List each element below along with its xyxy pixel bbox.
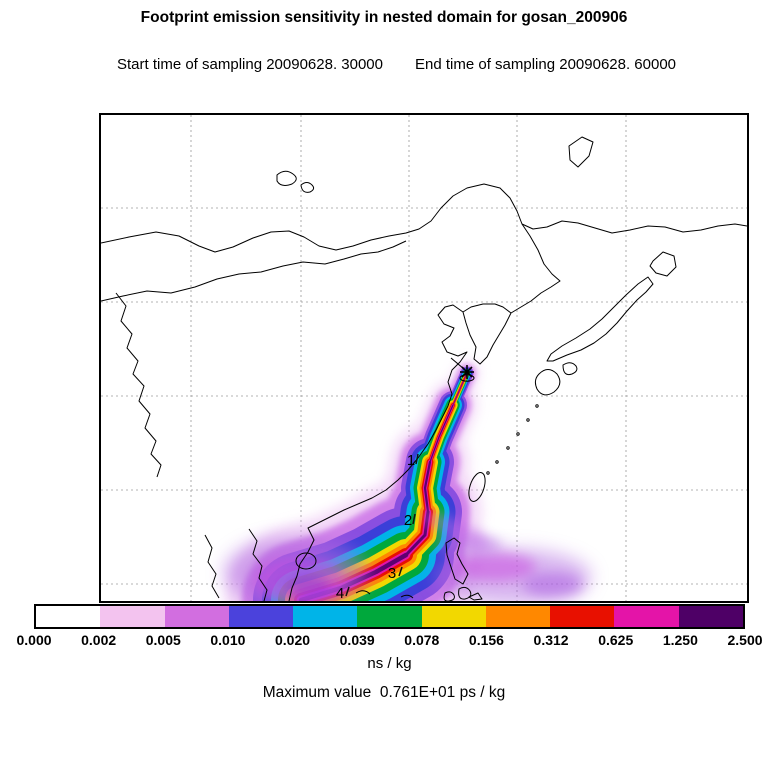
receptor-star-icon [450,357,474,379]
colorbar-tick-label: 2.500 [727,632,763,648]
colorbar-segment [36,606,101,627]
colorbar-segment [485,606,551,627]
trajectory-day-ticks [345,453,419,597]
max-value-label: Maximum value 0.761E+01 ps / kg [262,684,506,701]
colorbar-tick-label: 0.005 [145,632,181,648]
diffuse-patches [224,511,591,601]
colorbar-segment [614,606,679,627]
coastlines [101,136,747,601]
colorbar-tick-label: 0.002 [81,632,117,648]
colorbar-tick-label: 0.625 [598,632,634,648]
colorbar-segment [550,606,615,627]
colorbar-unit-label: ns / kg [367,655,412,672]
map-plot: 1 2 3 4 [101,115,747,601]
map-frame: 1 2 3 4 [99,113,749,603]
day-label-2: 2 [404,512,412,529]
sampling-end-label: End time of sampling 20090628. 60000 [415,56,677,73]
colorbar-ticks: 0.000 0.002 0.005 0.010 0.020 0.039 0.078 0.156… [16,632,762,650]
colorbar-tick-label: 0.156 [468,632,504,648]
colorbar-segments [36,606,743,627]
colorbar-tick-label: 0.039 [339,632,375,648]
colorbar-segment [357,606,422,627]
day-label-4: 4 [336,585,344,601]
colorbar-segment [293,606,358,627]
colorbar-tick-label: 1.250 [662,632,698,648]
colorbar-segment [164,606,229,627]
colorbar-segment [421,606,486,627]
day-label-1: 1 [407,452,415,469]
colorbar-segment [678,606,743,627]
colorbar-segment [100,606,165,627]
colorbar-tick-label: 0.010 [210,632,246,648]
colorbar-tick-label: 0.078 [404,632,440,648]
sampling-start-label: Start time of sampling 20090628. 30000 [116,56,383,73]
colorbar-tick-label: 0.020 [275,632,311,648]
colorbar-tick-label: 0.000 [16,632,52,648]
colorbar-segment [228,606,294,627]
day-label-3: 3 [388,565,396,582]
colorbar [34,604,745,629]
page-title: Footprint emission sensitivity in nested… [140,9,628,26]
colorbar-tick-label: 0.312 [533,632,569,648]
sampling-times-line: Start time of sampling 20090628. 30000 En… [0,30,768,99]
